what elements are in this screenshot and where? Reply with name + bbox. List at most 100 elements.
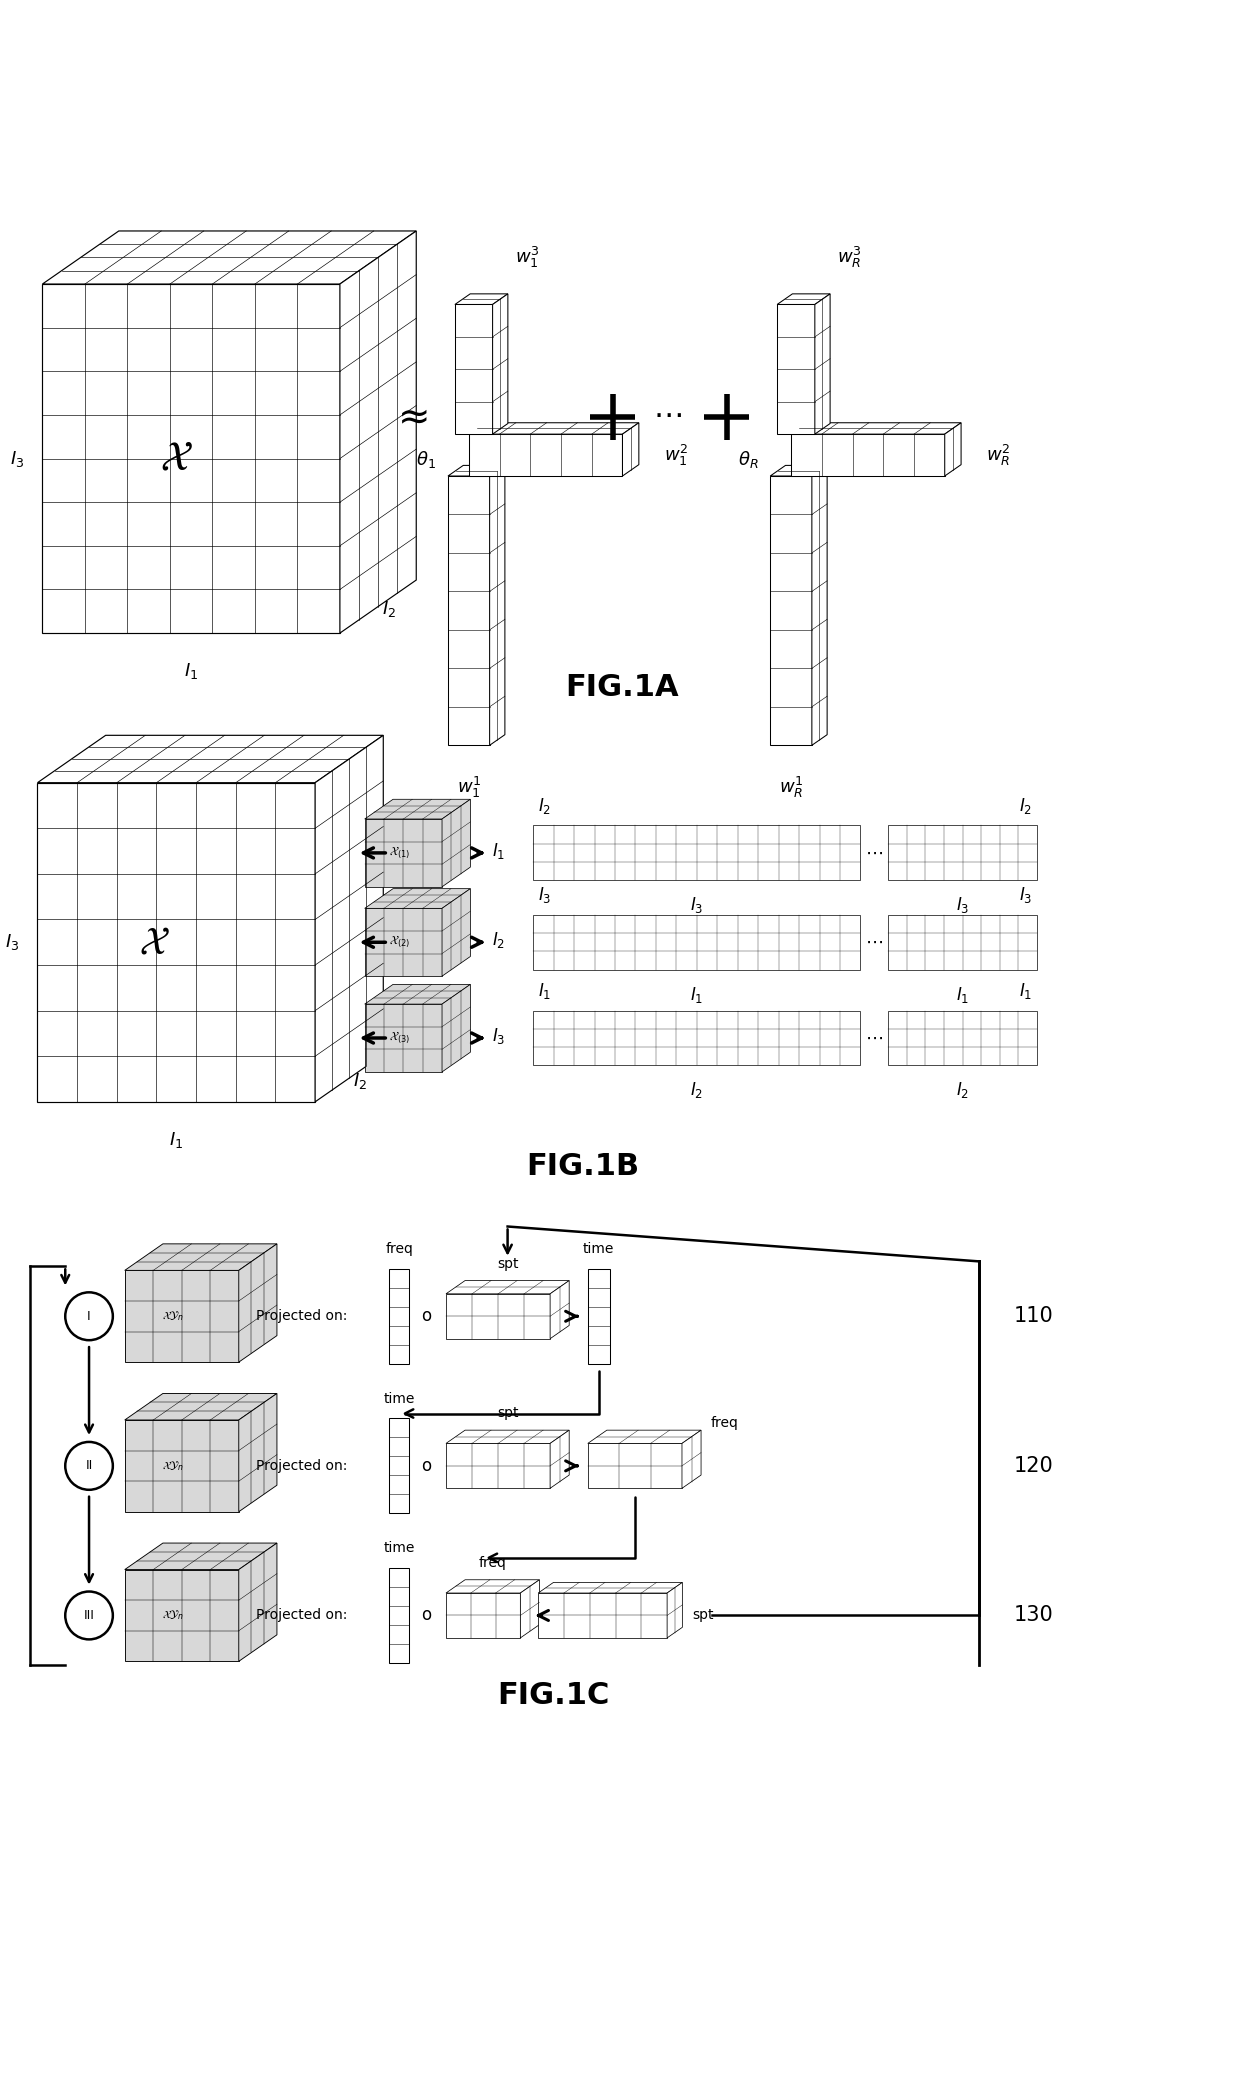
Text: $\theta_1$: $\theta_1$: [417, 450, 436, 471]
Polygon shape: [622, 423, 639, 477]
Text: $\mathbf{\mathcal{X}}$: $\mathbf{\mathcal{X}}$: [139, 922, 170, 962]
Text: $\mathcal{X}_{(3)}$: $\mathcal{X}_{(3)}$: [389, 1031, 410, 1047]
Polygon shape: [469, 423, 639, 435]
Polygon shape: [455, 294, 508, 304]
Polygon shape: [125, 1393, 277, 1420]
Text: $I_3$: $I_3$: [1018, 885, 1032, 906]
Text: $\approx$: $\approx$: [391, 398, 428, 435]
Polygon shape: [791, 435, 945, 477]
Polygon shape: [365, 985, 470, 1004]
Polygon shape: [239, 1543, 277, 1661]
Polygon shape: [37, 735, 383, 783]
Polygon shape: [469, 435, 622, 477]
Text: FIG.1B: FIG.1B: [526, 1151, 640, 1180]
Polygon shape: [441, 799, 470, 887]
Polygon shape: [448, 477, 490, 745]
Text: $I_1$: $I_1$: [184, 660, 198, 681]
Polygon shape: [441, 889, 470, 976]
Text: $I_2$: $I_2$: [382, 600, 396, 618]
Polygon shape: [770, 466, 827, 477]
Polygon shape: [125, 1570, 239, 1661]
Text: $\mathcal{XY}_n$: $\mathcal{XY}_n$: [161, 1310, 184, 1324]
Text: $\mathbf{\mathcal{X}}$: $\mathbf{\mathcal{X}}$: [160, 437, 192, 479]
Circle shape: [66, 1591, 113, 1639]
Polygon shape: [315, 735, 383, 1101]
Text: $I_2$: $I_2$: [352, 1070, 367, 1091]
Polygon shape: [533, 914, 861, 970]
Text: $I_2$: $I_2$: [956, 1081, 970, 1101]
Text: freq: freq: [386, 1243, 413, 1255]
Polygon shape: [446, 1293, 551, 1339]
Text: time: time: [583, 1243, 614, 1255]
Polygon shape: [365, 908, 441, 976]
Text: $I_1$: $I_1$: [1019, 981, 1032, 1001]
Polygon shape: [446, 1593, 521, 1639]
Polygon shape: [455, 304, 492, 435]
Polygon shape: [888, 824, 1037, 881]
Polygon shape: [588, 1443, 682, 1489]
Polygon shape: [389, 1268, 409, 1364]
Text: $I_2$: $I_2$: [691, 1081, 703, 1101]
Text: $w_1^1$: $w_1^1$: [456, 775, 481, 799]
Text: $w_R^1$: $w_R^1$: [779, 775, 804, 799]
Text: o: o: [422, 1457, 432, 1474]
Text: $I_1$: $I_1$: [169, 1131, 184, 1149]
Polygon shape: [125, 1543, 277, 1570]
Polygon shape: [551, 1430, 569, 1489]
Polygon shape: [389, 1568, 409, 1664]
Polygon shape: [777, 294, 830, 304]
Text: III: III: [83, 1609, 94, 1622]
Text: FIG.1A: FIG.1A: [565, 672, 680, 702]
Polygon shape: [125, 1243, 277, 1270]
Polygon shape: [448, 466, 505, 477]
Text: spt: spt: [692, 1609, 714, 1622]
Polygon shape: [365, 889, 470, 908]
Polygon shape: [365, 818, 441, 887]
Polygon shape: [588, 1430, 701, 1443]
Polygon shape: [446, 1430, 569, 1443]
Text: $I_2$: $I_2$: [1019, 795, 1032, 816]
Text: 120: 120: [1014, 1455, 1054, 1476]
Polygon shape: [239, 1393, 277, 1512]
Text: $I_3$: $I_3$: [492, 1026, 506, 1045]
Text: $\mathcal{X}_{(1)}$: $\mathcal{X}_{(1)}$: [389, 845, 410, 862]
Text: $\cdots$: $\cdots$: [866, 933, 883, 951]
Text: time: time: [383, 1541, 415, 1555]
Text: $\cdots$: $\cdots$: [652, 400, 682, 429]
Polygon shape: [42, 231, 417, 283]
Text: $I_2$: $I_2$: [492, 931, 506, 949]
Text: $I_3$: $I_3$: [10, 448, 25, 468]
Text: $I_1$: $I_1$: [956, 985, 970, 1006]
Text: time: time: [383, 1391, 415, 1405]
Polygon shape: [791, 423, 961, 435]
Polygon shape: [812, 466, 827, 745]
Polygon shape: [446, 1580, 539, 1593]
Text: $\cdots$: $\cdots$: [866, 843, 883, 862]
Text: I: I: [87, 1310, 91, 1322]
Polygon shape: [770, 477, 812, 745]
Polygon shape: [492, 294, 508, 435]
Text: $I_1$: $I_1$: [691, 985, 703, 1006]
Polygon shape: [125, 1420, 239, 1512]
Polygon shape: [365, 1004, 441, 1072]
Text: freq: freq: [711, 1416, 739, 1430]
Text: $w_R^2$: $w_R^2$: [986, 443, 1011, 468]
Text: o: o: [422, 1307, 432, 1326]
Circle shape: [66, 1293, 113, 1341]
Polygon shape: [365, 799, 470, 818]
Polygon shape: [815, 294, 830, 435]
Polygon shape: [446, 1443, 551, 1489]
Polygon shape: [389, 1418, 409, 1514]
Polygon shape: [538, 1593, 667, 1639]
Polygon shape: [521, 1580, 539, 1639]
Text: $w_1^3$: $w_1^3$: [515, 244, 539, 269]
Text: 130: 130: [1014, 1605, 1054, 1626]
Polygon shape: [239, 1243, 277, 1362]
Text: $\mathcal{XY}_n$: $\mathcal{XY}_n$: [161, 1609, 184, 1622]
Polygon shape: [42, 283, 340, 633]
Polygon shape: [37, 783, 315, 1101]
Text: $w_R^3$: $w_R^3$: [837, 244, 862, 269]
Text: Projected on:: Projected on:: [255, 1459, 347, 1472]
Text: 110: 110: [1014, 1305, 1054, 1326]
Text: Projected on:: Projected on:: [255, 1310, 347, 1324]
